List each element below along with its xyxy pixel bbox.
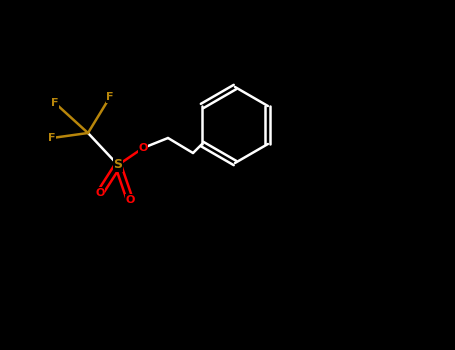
Text: O: O [95,188,105,198]
Text: O: O [125,195,135,205]
Text: S: S [113,159,122,172]
Text: F: F [106,92,114,102]
Text: F: F [51,98,59,108]
Text: F: F [48,133,56,143]
Text: O: O [138,143,148,153]
